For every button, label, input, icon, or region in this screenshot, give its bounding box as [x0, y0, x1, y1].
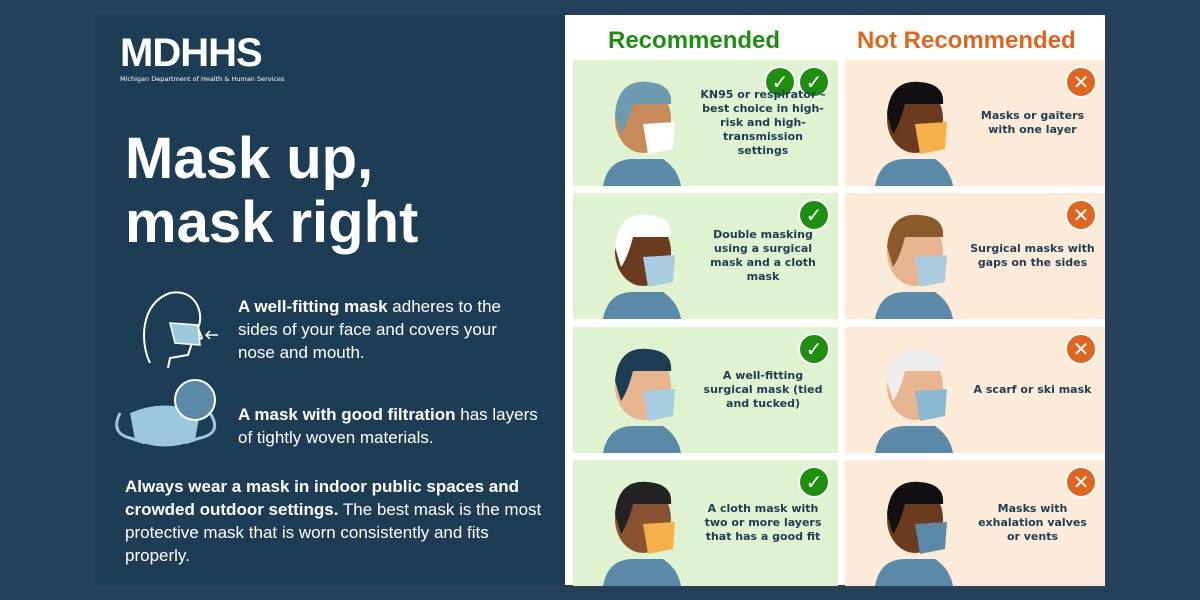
not-recommended-item-text: Surgical masks with gaps on the sides: [970, 242, 1095, 269]
recommended-header: Recommended: [608, 27, 781, 54]
not-recommended-item: ✕ Surgical masks with gaps on the sides: [845, 193, 1105, 319]
x-icon: ✕: [1065, 66, 1097, 98]
not-recommended-item: ✕ Masks or gaiters with one layer: [845, 60, 1105, 186]
person-illustration: [603, 348, 681, 453]
title-line: mask right: [125, 190, 419, 255]
x-icon: ✕: [1065, 333, 1097, 365]
person-illustration: [875, 81, 953, 186]
always-wear-text: Always wear a mask in indoor public spac…: [125, 477, 542, 565]
check-icon: ✓: [798, 466, 830, 498]
title-line: Mask up,: [125, 126, 374, 191]
not-recommended-item: ✕ Masks with exhalation valves or vents: [845, 460, 1105, 586]
x-icon: ✕: [1065, 199, 1097, 231]
person-illustration: [875, 214, 953, 319]
recommended-item-text: KN95 or respirator – best choice in high…: [700, 88, 826, 157]
check-icon: ✓: [798, 199, 830, 231]
logo-subtitle: Michigan Department of Health & Human Se…: [120, 75, 285, 83]
page-title: Mask up, mask right: [125, 127, 418, 255]
x-icon: ✕: [1065, 466, 1097, 498]
recommended-item: ✓ ✓ KN95 or respirator – best choice in hi…: [573, 60, 838, 186]
info-panel: MDHHS Michigan Department of Health & Hu…: [95, 15, 565, 585]
not-recommended-item-text: Masks or gaiters with one layer: [980, 109, 1085, 136]
mask-comparison: Recommended Not Recommended ✓ ✓ KN95 or re…: [565, 15, 1105, 586]
recommended-item: ✓ A cloth mask with two or more layers th…: [573, 460, 838, 586]
info-fit: A well-fitting mask adheres to the sides…: [238, 297, 501, 362]
check-icon: ✓: [798, 333, 830, 365]
check-icon: ✓: [798, 66, 830, 98]
logo-name: MDHHS: [120, 31, 263, 75]
not-recommended-item-text: A scarf or ski mask: [973, 383, 1092, 396]
recommended-item-text: Double masking using a surgical mask and…: [710, 228, 816, 283]
person-illustration: [875, 481, 953, 586]
person-illustration: [875, 348, 953, 453]
person-illustration: [603, 214, 681, 319]
not-recommended-item: ✕ A scarf or ski mask: [845, 327, 1105, 453]
check-icon: ✓: [764, 66, 796, 98]
person-illustration: [603, 81, 681, 186]
recommended-item-text: A well-fitting surgical mask (tied and t…: [703, 369, 823, 410]
recommended-item-text: A cloth mask with two or more layers tha…: [704, 502, 822, 543]
mask-filtration-icon: [115, 379, 217, 447]
face-mask-fit-icon: [143, 291, 218, 369]
info-filtration: A mask with good filtration has layers o…: [238, 405, 538, 447]
not-recommended-header: Not Recommended: [857, 27, 1076, 54]
recommended-item: ✓ Double masking using a surgical mask an…: [573, 193, 838, 319]
person-illustration: [603, 481, 681, 586]
recommended-item: ✓ A well-fitting surgical mask (tied and …: [573, 327, 838, 453]
mdhhs-logo: MDHHS Michigan Department of Health & Hu…: [120, 33, 300, 83]
not-recommended-item-text: Masks with exhalation valves or vents: [978, 502, 1087, 543]
